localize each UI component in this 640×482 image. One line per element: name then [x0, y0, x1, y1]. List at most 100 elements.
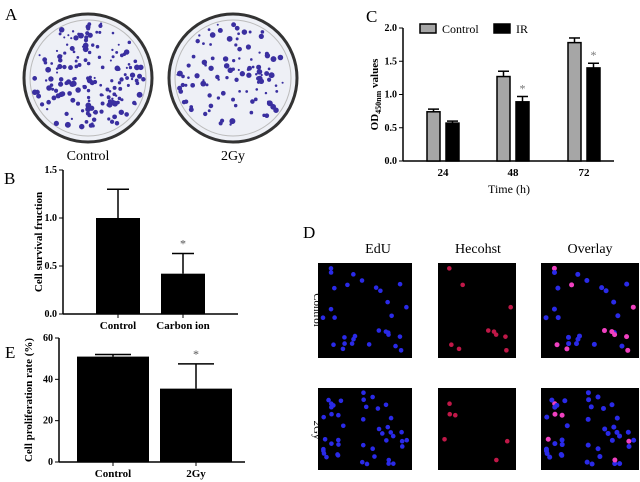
- bar-control-72: [567, 41, 582, 162]
- overlay-nucleus: [544, 414, 550, 420]
- nucleus: [388, 415, 394, 421]
- nucleus: [335, 453, 341, 458]
- colony: [53, 88, 59, 93]
- colony: [93, 76, 96, 79]
- colony: [250, 58, 253, 61]
- colony: [51, 95, 57, 101]
- colony: [205, 83, 209, 87]
- overlay-nucleus: [611, 424, 617, 430]
- dish-label-2gy: 2Gy: [221, 149, 245, 164]
- colony: [178, 89, 184, 94]
- colony: [63, 36, 66, 39]
- colony: [176, 73, 179, 76]
- edu-positive-nucleus: [508, 304, 513, 310]
- overlay-nucleus: [600, 406, 606, 412]
- colony: [56, 71, 59, 74]
- y-tick-label: 1.0: [385, 90, 398, 101]
- colony: [114, 65, 121, 72]
- colony: [109, 59, 112, 62]
- colony: [97, 55, 102, 59]
- colony: [190, 82, 196, 88]
- nucleus: [324, 454, 329, 460]
- colony: [130, 77, 134, 81]
- overlay-nucleus: [545, 436, 551, 442]
- edu-positive-nucleus: [447, 411, 453, 417]
- nucleus: [399, 444, 405, 449]
- colony: [223, 63, 230, 69]
- colony: [62, 64, 67, 70]
- edu-positive-nucleus: [452, 412, 458, 418]
- colony: [69, 45, 75, 51]
- nucleus: [361, 390, 366, 395]
- colony: [111, 97, 114, 101]
- overlay-nucleus: [584, 278, 590, 284]
- colony: [73, 35, 79, 41]
- significance-marker: *: [193, 347, 199, 361]
- colony: [53, 120, 59, 127]
- colony: [87, 99, 91, 103]
- dish-2gy: [167, 12, 299, 144]
- colony: [49, 83, 54, 87]
- nucleus: [386, 461, 391, 466]
- nucleus: [370, 446, 376, 452]
- colony: [227, 67, 234, 74]
- overlay-nucleus: [619, 343, 625, 349]
- colony: [91, 117, 97, 122]
- colony: [85, 106, 91, 113]
- nucleus: [383, 402, 389, 408]
- overlay-nucleus: [588, 404, 594, 410]
- colony: [186, 63, 191, 68]
- colony: [83, 58, 88, 63]
- colony: [44, 79, 48, 82]
- y-axis-label: OD450nm values: [369, 58, 383, 130]
- bar-control-48: [496, 75, 511, 162]
- colony: [210, 56, 215, 61]
- colony: [112, 114, 118, 120]
- colony: [100, 65, 105, 70]
- edu-positive-nucleus: [485, 328, 491, 333]
- overlay-nucleus: [626, 443, 632, 449]
- nucleus: [386, 457, 392, 463]
- colony: [132, 73, 135, 77]
- nucleus: [398, 348, 404, 353]
- overlay-nucleus: [595, 394, 601, 400]
- colony: [36, 93, 42, 99]
- colony: [237, 68, 240, 72]
- chart-b: 0.0 0.5 1.0 1.5 Control Carbon ion * Cell survi…: [33, 165, 238, 332]
- colony: [133, 59, 138, 64]
- colony: [256, 68, 263, 75]
- colony: [176, 70, 183, 77]
- microscopy-images: [318, 263, 639, 470]
- colony: [70, 117, 74, 120]
- colony: [204, 63, 207, 67]
- x-tick-label: Carbon ion: [156, 320, 210, 332]
- overlay-nucleus: [547, 454, 553, 460]
- significance-marker: *: [180, 237, 186, 251]
- overlay-nucleus: [602, 426, 608, 432]
- colony: [98, 30, 102, 34]
- colony: [42, 57, 48, 63]
- nucleus: [359, 278, 365, 283]
- legend-label-control: Control: [442, 22, 479, 36]
- nucleus: [351, 272, 356, 277]
- edu-positive-nucleus: [504, 438, 510, 444]
- colony: [225, 75, 229, 80]
- nucleus: [331, 403, 336, 408]
- colony: [255, 72, 258, 76]
- colony: [138, 66, 142, 69]
- colony: [86, 88, 91, 93]
- overlay-nucleus: [624, 334, 630, 340]
- edu-positive-nucleus: [447, 266, 452, 271]
- overlay-nucleus: [609, 437, 615, 443]
- overlay-nucleus: [554, 402, 560, 408]
- nucleus: [388, 430, 394, 435]
- y-label-sub: 450nm: [374, 90, 383, 113]
- overlay-nucleus: [544, 451, 550, 457]
- colony: [99, 83, 103, 87]
- column-header-hoechst: Hecohst: [455, 242, 501, 257]
- bar-control: [77, 356, 149, 462]
- colony: [106, 95, 111, 100]
- nucleus: [383, 329, 389, 334]
- x-tick-label: 48: [508, 167, 520, 179]
